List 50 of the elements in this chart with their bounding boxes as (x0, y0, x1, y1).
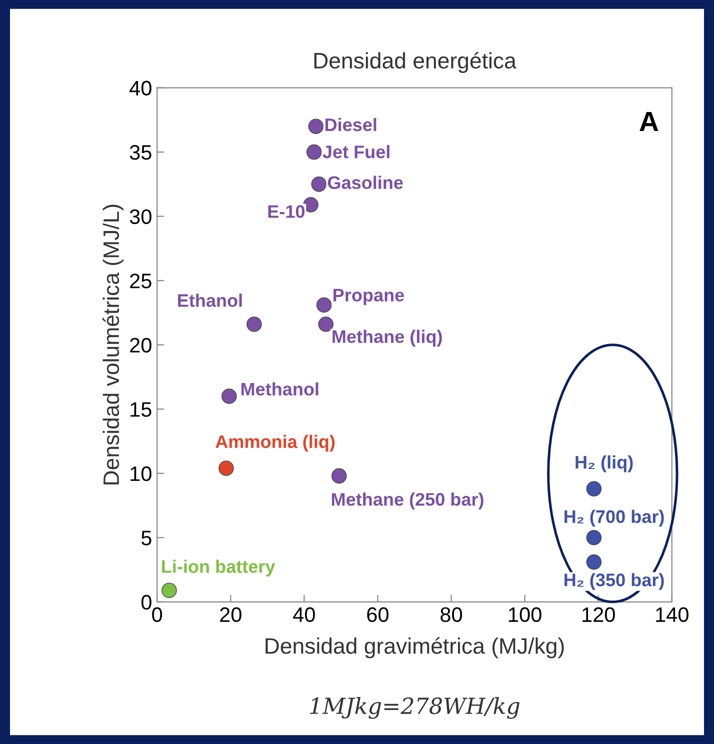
series-label: Methane (liq) (332, 330, 442, 347)
y-tick-label: 30 (130, 209, 152, 224)
x-tick-label: 120 (582, 607, 615, 622)
series-label: Li-ion battery (162, 560, 276, 577)
y-tick-label: 10 (130, 466, 152, 482)
x-tick-label: 0 (152, 607, 162, 622)
y-axis-title: Densidad volumétrica (MJ/L) (102, 204, 124, 484)
point (318, 316, 334, 332)
y-tick-label: 0 (141, 594, 152, 610)
point (246, 316, 262, 332)
y-tick-label: 35 (130, 145, 152, 160)
x-tick-label: 20 (220, 607, 242, 622)
point (222, 388, 237, 404)
y-tick-label: 5 (141, 530, 152, 546)
series-label: Gasoline (328, 176, 403, 190)
x-axis-title: Densidad gravimétrica (MJ/kg) (266, 637, 564, 658)
series-label: E-10 (268, 205, 304, 218)
series-label: Ethanol (178, 294, 242, 307)
series-label: H₂ (350 bar) (564, 573, 664, 590)
x-tick-label: 100 (509, 607, 542, 622)
series-label: Methanol (241, 382, 318, 396)
point (586, 481, 602, 496)
series-label: Jet Fuel (322, 145, 390, 158)
x-tick-label: 60 (367, 607, 388, 622)
text: 1MJkg=278WH/kg (310, 697, 520, 719)
series-label: Methane (250 bar) (332, 492, 484, 510)
chart-title: Densidad energética (314, 52, 516, 73)
x-tick-label: 80 (440, 607, 462, 622)
series-label: Propane (334, 288, 404, 306)
point (316, 297, 332, 313)
y-tick-label: 40 (130, 80, 152, 96)
point (331, 468, 347, 484)
series-label: H₂ (liq) (576, 455, 633, 472)
y-tick-label: 15 (130, 402, 152, 417)
point (218, 460, 234, 476)
point (308, 118, 324, 134)
point (303, 197, 318, 212)
y-tick-label: 20 (130, 338, 152, 353)
series-label: H₂ (700 bar) (564, 510, 664, 527)
point (311, 176, 327, 192)
annotation: A (640, 112, 658, 132)
x-tick-label: 40 (293, 607, 315, 622)
point (586, 554, 602, 570)
point (162, 582, 177, 598)
y-tick-label: 25 (130, 274, 152, 288)
point (306, 144, 322, 160)
point (586, 530, 602, 546)
series-label: Diesel (325, 118, 376, 132)
x-tick-label: 140 (656, 607, 688, 622)
series-label: Ammonia (liq) (216, 434, 335, 452)
